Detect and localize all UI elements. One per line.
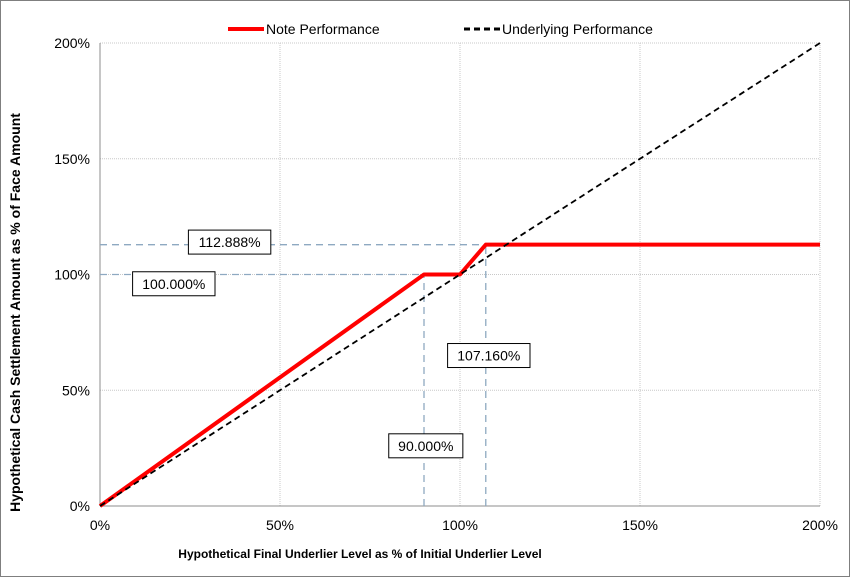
x-tick-label: 200% [802, 517, 838, 533]
y-tick-label: 100% [54, 267, 90, 283]
annotation-box [187, 229, 272, 255]
annotation-box [388, 433, 464, 459]
y-tick-label: 200% [54, 35, 90, 51]
y-tick-label: 150% [54, 151, 90, 167]
x-tick-label: 0% [90, 517, 110, 533]
legend-label: Underlying Performance [502, 21, 653, 37]
x-tick-label: 150% [622, 517, 658, 533]
y-tick-label: 0% [70, 498, 90, 514]
x-axis-title: Hypothetical Final Underlier Level as % … [178, 547, 541, 561]
y-tick-label: 50% [62, 382, 90, 398]
annotation-box [132, 271, 216, 297]
legend-label: Note Performance [266, 21, 380, 37]
underlying-performance-line [99, 42, 821, 507]
x-tick-label: 100% [442, 517, 478, 533]
note-performance-line [98, 242, 820, 508]
annotation-box [447, 343, 531, 369]
y-axis-title: Hypothetical Cash Settlement Amount as %… [7, 113, 23, 512]
x-tick-label: 50% [266, 517, 294, 533]
annotation-label: 107.160% [457, 348, 520, 364]
annotation-label: 112.888% [199, 234, 261, 250]
annotation-label: 100.000% [142, 276, 205, 292]
annotation-label: 90.000% [398, 438, 453, 454]
